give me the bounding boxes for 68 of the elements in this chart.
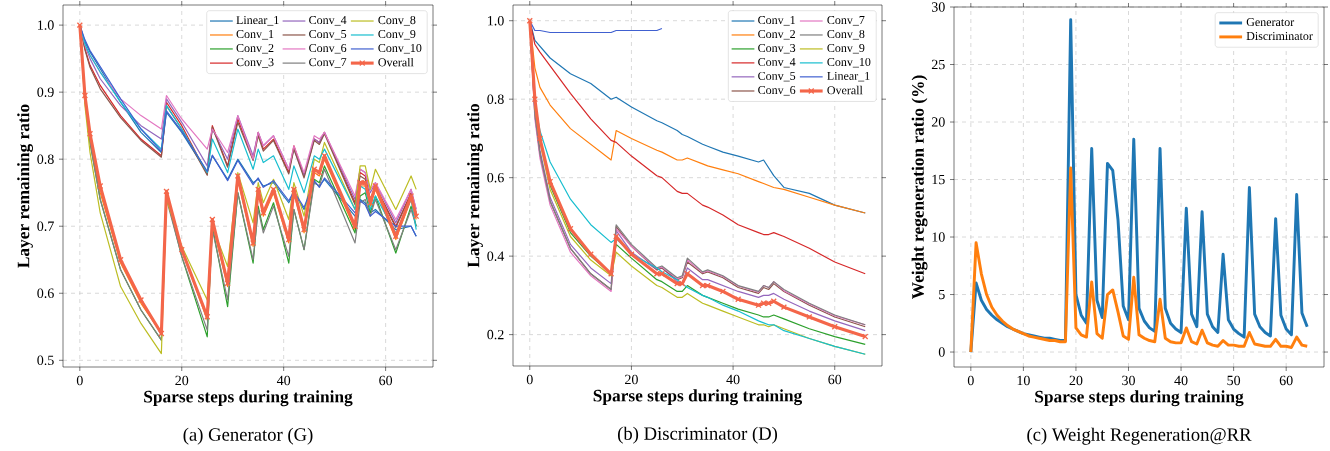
legend-label: Conv_2: [236, 43, 274, 54]
x-tick-label: 40: [726, 374, 740, 385]
text: (a) Generator (G): [183, 427, 313, 445]
x-tick-label: 0: [967, 375, 974, 386]
y-tick-label: 0.4: [487, 251, 505, 261]
legend-label: Conv_4: [758, 57, 796, 68]
legend-label: Conv_3: [236, 58, 274, 68]
legend-label: Discriminator: [1246, 31, 1313, 41]
legend-label: Conv_8: [378, 16, 416, 26]
x-axis-title: Sparse steps during training: [593, 389, 803, 406]
x-tick-label: 60: [379, 375, 393, 386]
text: (c) Weight Regeneration@RR: [1027, 427, 1252, 445]
legend-label: Linear_1: [236, 16, 279, 26]
x-tick-label: 0: [76, 375, 83, 386]
legend-label: Conv_10: [378, 43, 422, 54]
y-tick-label: 0.7: [37, 221, 54, 231]
x-tick-label: 60: [828, 374, 842, 385]
legend-label: Conv_1: [758, 16, 795, 26]
y-tick-label: 10: [932, 232, 945, 242]
legend-label: Conv_10: [827, 57, 871, 68]
legend-label: Conv_9: [827, 43, 865, 54]
legend-label: Conv_6: [309, 43, 347, 54]
legend-label: Conv_3: [758, 43, 796, 54]
x-axis-title: Sparse steps during training: [1035, 390, 1244, 407]
x-axis-title: Sparse steps during training: [144, 390, 353, 407]
y-tick-label: 0.8: [37, 154, 54, 164]
x-tick-label: 50: [1227, 375, 1241, 386]
x-tick-label: 10: [1017, 375, 1030, 386]
y-axis-title: Layer remaining ratio: [467, 104, 483, 268]
x-tick-label: 20: [1069, 375, 1083, 386]
y-tick-label: 0.5: [37, 355, 54, 366]
text: (b) Discriminator (D): [617, 426, 778, 444]
legend-label: Conv_2: [758, 29, 795, 40]
y-tick-label: 25: [931, 59, 945, 70]
legend-label: Linear_1: [827, 71, 870, 82]
x-tick-label: 40: [1174, 375, 1188, 386]
y-tick-label: 5: [939, 289, 945, 300]
legend-label: Conv_6: [758, 86, 796, 96]
legend-label: Conv_4: [309, 16, 347, 26]
y-tick-label: 15: [932, 174, 945, 185]
y-tick-label: 1.0: [488, 15, 504, 26]
x-tick-label: 60: [1279, 375, 1293, 386]
y-tick-label: 30: [931, 2, 945, 12]
y-tick-label: 0.2: [487, 329, 504, 340]
legend-label: Conv_5: [309, 30, 347, 40]
y-tick-label: 1.0: [38, 20, 54, 30]
y-tick-label: 0.8: [487, 94, 504, 104]
legend-label: Overall: [378, 57, 414, 67]
y-tick-label: 0.6: [487, 172, 504, 183]
x-tick-label: 0: [526, 374, 533, 385]
y-axis-title: Weight regeneration ratio (%): [911, 75, 928, 299]
y-tick-label: 20: [931, 117, 945, 127]
y-tick-label: 0.9: [37, 87, 54, 97]
x-tick-label: 20: [625, 374, 638, 385]
legend-label: Conv_5: [758, 71, 796, 82]
x-tick-label: 20: [175, 375, 189, 386]
legend-label: Conv_8: [827, 29, 865, 40]
y-axis-title: Layer remaining ratio: [17, 104, 33, 268]
legend-label: Generator: [1246, 18, 1295, 27]
y-tick-label: 0.6: [37, 288, 54, 299]
legend-label: Overall: [827, 85, 863, 95]
x-tick-label: 40: [276, 375, 291, 386]
x-tick-label: 30: [1122, 375, 1135, 386]
legend-label: Conv_1: [236, 30, 274, 40]
legend-label: Conv_9: [378, 30, 416, 40]
y-tick-label: 0: [938, 347, 945, 357]
legend-label: Conv_7: [309, 58, 347, 68]
legend-label: Conv_7: [827, 16, 865, 26]
